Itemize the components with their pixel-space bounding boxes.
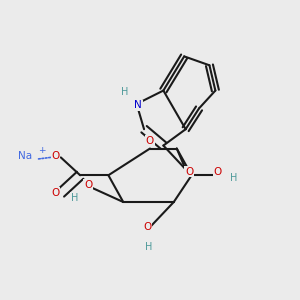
Text: +: + xyxy=(38,146,45,154)
Text: O: O xyxy=(185,167,194,177)
Text: O: O xyxy=(51,151,60,161)
Text: O: O xyxy=(51,188,60,198)
Text: N: N xyxy=(134,100,142,110)
Text: H: H xyxy=(70,193,78,202)
Text: H: H xyxy=(145,242,152,252)
Text: O: O xyxy=(84,180,92,190)
Text: H: H xyxy=(121,87,128,97)
Text: O: O xyxy=(143,222,151,232)
Text: H: H xyxy=(230,173,237,183)
Text: O: O xyxy=(214,167,222,177)
Text: Na: Na xyxy=(18,151,32,161)
Text: O: O xyxy=(146,136,154,146)
